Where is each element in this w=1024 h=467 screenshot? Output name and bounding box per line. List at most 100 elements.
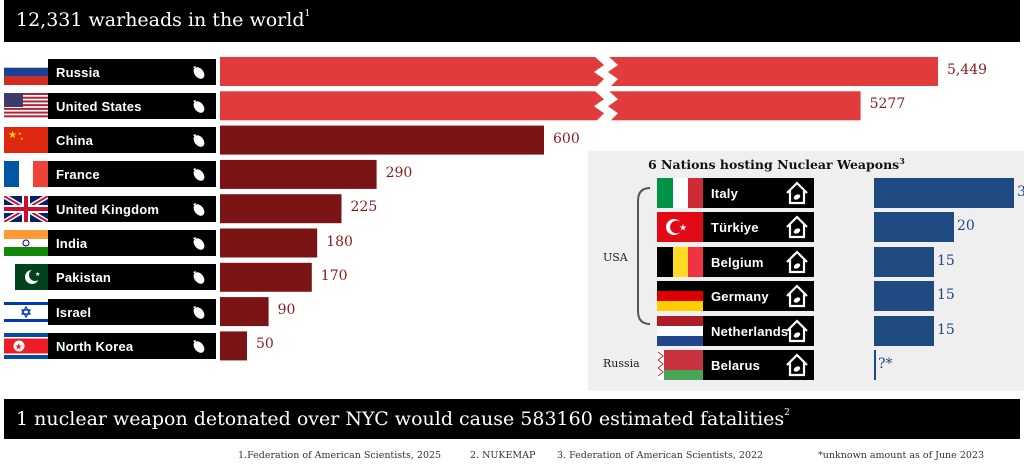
flag-north-korea: ★ — [4, 332, 48, 359]
value-label-india: 180 — [326, 233, 353, 250]
row-pakistan: ★ Pakistan — [4, 264, 216, 291]
fatalities-footnote: 2 — [784, 408, 790, 418]
bar-united-states — [220, 91, 861, 121]
country-label: Russia — [56, 64, 100, 80]
bomb-icon — [190, 269, 206, 290]
flag-italy — [657, 178, 703, 208]
country-label: North Korea — [56, 338, 134, 354]
value-label-china: 600 — [553, 130, 580, 147]
host-bar-netherlands — [874, 315, 934, 346]
row-china: ★ ★ ★ China — [4, 127, 216, 154]
svg-text:★: ★ — [15, 341, 23, 351]
flag-israel — [4, 298, 48, 325]
country-label: United States — [56, 98, 142, 114]
bomb-icon — [190, 235, 206, 256]
host-bar-turkiye — [874, 212, 954, 243]
row-russia: Russia — [4, 58, 216, 85]
host-value-label-belarus: ?* — [878, 356, 893, 372]
host-value-label-italy: 35 — [1017, 184, 1024, 200]
bar-china — [220, 125, 544, 155]
flag-china: ★ ★ ★ — [4, 127, 48, 154]
country-label: Pakistan — [56, 270, 112, 286]
bomb-icon — [190, 338, 206, 359]
country-label: United Kingdom — [56, 201, 160, 217]
flag-belarus — [657, 350, 703, 380]
page-title: 12,331 warheads in the world — [16, 9, 305, 31]
bomb-icon — [190, 304, 206, 325]
house-icon — [784, 249, 810, 280]
bar-pakistan — [220, 262, 312, 292]
bomb-icon — [190, 132, 206, 153]
flag-united-states — [4, 92, 48, 119]
svg-text:★: ★ — [18, 131, 22, 136]
country-label: Israel — [56, 304, 92, 320]
country-label: France — [56, 167, 100, 183]
bar-india — [220, 228, 318, 258]
bar-united-kingdom — [220, 194, 342, 224]
bar-north-korea — [220, 331, 247, 361]
host-country-label: Germany — [711, 289, 769, 305]
host-bar-germany — [874, 281, 934, 312]
group-label-usa: USA — [603, 251, 628, 264]
row-north-korea: ★ North Korea — [4, 332, 216, 359]
flag-india — [4, 230, 48, 256]
host-value-label-netherlands: 15 — [937, 321, 955, 338]
svg-text:★: ★ — [8, 130, 17, 141]
value-label-north-korea: 50 — [256, 336, 274, 353]
usa-bracket — [637, 187, 651, 325]
house-icon — [784, 214, 810, 245]
house-icon — [784, 352, 810, 383]
value-label-israel: 90 — [277, 302, 296, 319]
flag-netherlands — [657, 315, 703, 346]
bomb-icon — [190, 201, 206, 222]
axis-break-united-states — [594, 90, 618, 122]
bar-russia — [220, 57, 938, 86]
fatalities-text: 1 nuclear weapon detonated over NYC woul… — [16, 408, 785, 430]
flag-france — [4, 161, 48, 188]
value-label-russia: 5,449 — [947, 62, 988, 78]
fatalities-banner: 1 nuclear weapon detonated over NYC woul… — [4, 399, 1020, 439]
bomb-icon — [190, 98, 206, 119]
flag-belgium — [657, 246, 703, 277]
host-country-label: Belarus — [711, 358, 761, 373]
flag-russia — [4, 58, 48, 85]
title-banner: 12,331 warheads in the world1 — [4, 0, 1020, 42]
group-label-russia: Russia — [603, 357, 640, 370]
house-icon — [784, 180, 810, 211]
flag-united-kingdom — [4, 195, 48, 222]
source-4: *unknown amount as of June 2023 — [818, 450, 984, 461]
value-label-united-states: 5277 — [869, 96, 906, 113]
host-country-label: Italy — [711, 186, 739, 201]
host-value-label-belgium: 15 — [937, 252, 955, 269]
row-france: France — [4, 161, 216, 188]
title-footnote: 1 — [304, 9, 311, 19]
host-country-label: Belgium — [711, 254, 764, 270]
host-value-label-germany: 15 — [937, 287, 955, 304]
row-united-states: United States — [4, 92, 216, 119]
host-title-footnote: 3 — [899, 156, 905, 166]
host-value-label-turkiye: 20 — [957, 218, 975, 235]
flag-turkiye: ★ — [657, 212, 703, 243]
host-country-label: Netherlands — [711, 323, 789, 339]
svg-text:★: ★ — [35, 271, 40, 278]
bar-france — [220, 159, 377, 189]
host-nations-panel: 6 Nations hosting Nuclear Weapons3 USA R… — [588, 151, 1024, 391]
host-row-belarus: Belarus — [657, 350, 814, 380]
row-united-kingdom: United Kingdom — [4, 195, 216, 222]
value-label-france: 290 — [385, 164, 413, 181]
row-israel: Israel — [4, 298, 216, 325]
flag-pakistan: ★ — [4, 264, 48, 291]
host-row-netherlands: Netherlands — [657, 315, 814, 346]
value-label-united-kingdom: 225 — [350, 199, 378, 216]
host-bar-belgium — [874, 246, 934, 277]
host-panel-title: 6 Nations hosting Nuclear Weapons — [648, 157, 900, 173]
host-row-belgium: Belgium — [657, 246, 814, 280]
bomb-icon — [190, 166, 206, 187]
row-india: India — [4, 230, 216, 256]
svg-text:★: ★ — [20, 136, 24, 141]
value-label-pakistan: 170 — [320, 267, 348, 284]
bomb-icon — [190, 64, 206, 85]
source-1: 1.Federation of American Scientists, 202… — [238, 450, 442, 461]
country-label: China — [56, 133, 94, 149]
